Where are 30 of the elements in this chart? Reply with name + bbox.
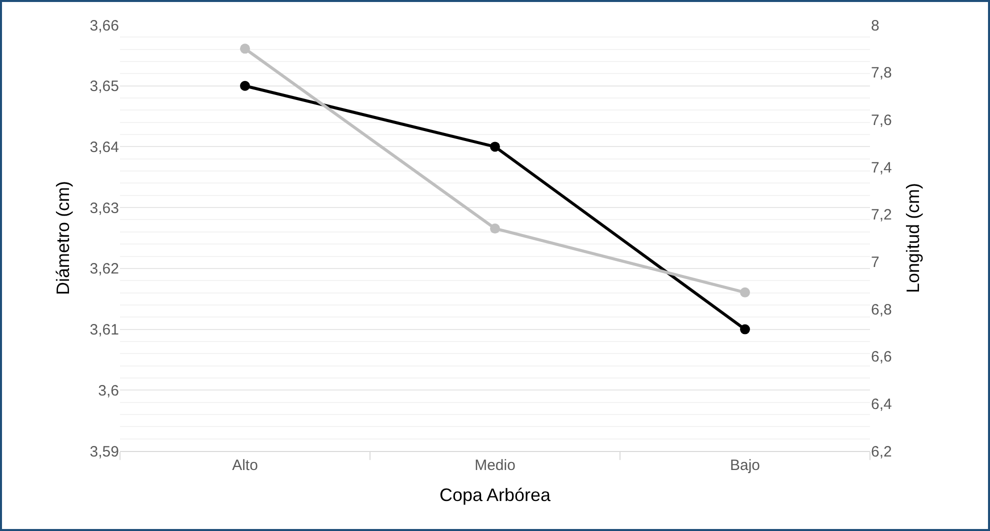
y-axis-title: Diámetro (cm) — [52, 180, 73, 296]
point — [490, 224, 500, 234]
y2-tick-label: 6,2 — [871, 443, 892, 460]
y2-tick-label: 6,8 — [871, 301, 892, 318]
y-tick-label: 3,65 — [90, 78, 119, 96]
y-tick-label: 3,64 — [90, 138, 119, 156]
y-tick-label: 3,62 — [90, 260, 119, 278]
point — [490, 142, 500, 152]
y-tick-label: 3,6 — [98, 382, 119, 400]
point — [240, 44, 250, 54]
y2-tick-label: 7,8 — [871, 64, 892, 82]
point — [240, 80, 250, 91]
y2-tick-label: 8 — [871, 17, 880, 34]
x-tick-label: Alto — [232, 457, 258, 474]
x-tick-label: Medio — [474, 457, 516, 474]
y2-tick-label: 7 — [871, 254, 880, 271]
x-axis-title: Copa Arbórea — [439, 485, 552, 506]
y2-tick-label: 6,6 — [871, 348, 892, 366]
y-tick-label: 3,66 — [90, 17, 119, 34]
y2-tick-label: 7,2 — [871, 206, 892, 224]
x-tick-label: Bajo — [730, 457, 760, 474]
y-tick-label: 3,63 — [90, 200, 119, 217]
y2-tick-label: 6,4 — [871, 396, 892, 413]
y-tick-label: 3,61 — [90, 322, 119, 339]
y2-axis-title: Longitud (cm) — [902, 182, 923, 294]
point — [740, 324, 750, 334]
point — [740, 287, 750, 298]
y2-tick-label: 7,4 — [871, 159, 892, 176]
y2-tick-label: 7,6 — [871, 112, 892, 129]
y-tick-label: 3,59 — [90, 443, 119, 460]
